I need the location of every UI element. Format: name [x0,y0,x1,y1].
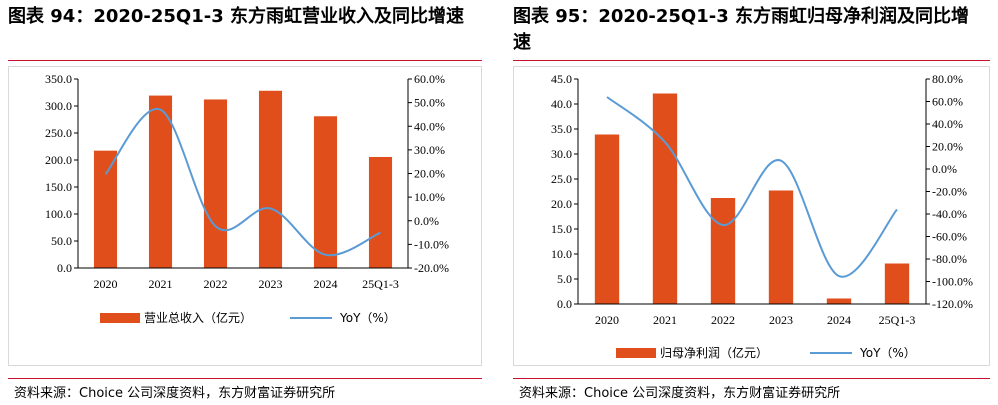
bar [652,93,678,304]
right-axis-tick-label: 30.0% [414,143,445,157]
left-axis-tick-label: 0.0 [557,297,572,311]
right-axis-tick-label: -100.0% [932,275,973,289]
chart-frame [8,66,482,366]
right-axis-tick-label: -20.0% [414,261,449,275]
x-axis-tick-label: 2024 [314,277,338,291]
right-axis-tick-label: 0.0% [414,214,439,228]
left-axis-tick-label: 15.0 [551,222,572,236]
right-axis-tick-label: 50.0% [414,96,445,110]
left-axis-tick-label: 350.0 [45,72,72,86]
right-chart-panel: 图表 95：2020-25Q1-3 东方雨虹归母净利润及同比增速 0.0 5.0 1… [505,0,998,405]
x-axis-tick-label: 2024 [827,313,851,327]
source-divider [8,378,482,379]
right-axis-tick-label: -40.0% [932,207,967,221]
title-divider [513,60,990,61]
right-axis-tick-label: -10.0% [414,237,449,251]
right-axis-tick-label: 20.0% [414,167,445,181]
x-axis-tick-label: 2021 [653,313,677,327]
right-axis-tick-label: 60.0% [414,72,445,86]
legend-bar-label: 营业总收入（亿元） [144,310,252,325]
right-axis-tick-label: 10.0% [414,190,445,204]
right-axis-tick-label: 0.0% [932,162,957,176]
legend-bar-label: 归母净利润（亿元） [660,345,768,360]
left-chart-panel: 图表 94：2020-25Q1-3 东方雨虹营业收入及同比增速 0.0 50.0 1… [0,0,490,405]
legend-bar-swatch [100,313,140,323]
bar [258,90,283,268]
right-axis-tick-label: -120.0% [932,297,973,311]
right-axis-tick-label: -80.0% [932,252,967,266]
left-axis-tick-label: 45.0 [551,72,572,86]
right-axis-tick-label: 40.0% [932,117,963,131]
right-axis-tick-label: -20.0% [932,185,967,199]
yoy-line [104,108,381,257]
chart-title: 图表 94：2020-25Q1-3 东方雨虹营业收入及同比增速 [8,6,465,27]
bar [710,198,736,304]
left-axis-tick-label: 100.0 [45,207,72,221]
bar [768,190,794,304]
chart-title: 图表 95：2020-25Q1-3 东方雨虹归母净利润及同比增速 [513,6,970,53]
bar [148,95,173,268]
legend-line-label: YoY（%） [859,346,916,360]
x-axis-tick-label: 2020 [595,313,619,327]
right-axis-tick-label: -60.0% [932,230,967,244]
x-axis-tick-label: 2023 [769,313,793,327]
left-axis-tick-label: 250.0 [45,126,72,140]
right-axis-tick-label: 40.0% [414,119,445,133]
bar [826,298,852,304]
bar [93,150,118,268]
yoy-line [606,96,898,278]
bar [594,134,620,304]
x-axis-tick-label: 2023 [259,277,283,291]
left-axis-tick-label: 150.0 [45,180,72,194]
left-axis-tick-label: 0.0 [57,261,72,275]
left-axis-tick-label: 200.0 [45,153,72,167]
left-axis-tick-label: 25.0 [551,172,572,186]
chart-source: 资料来源：Choice 公司深度资料，东方财富证券研究所 [519,386,841,401]
right-axis-tick-label: 60.0% [932,95,963,109]
title-divider [8,60,482,61]
left-axis-tick-label: 50.0 [51,234,72,248]
revenue-chart: 0.0 50.0 100.0 150.0 200.0 250.0 300.0 350.0 -20… [45,72,449,325]
source-divider [513,378,990,379]
net-profit-chart: 0.0 5.0 10.0 15.0 20.0 25.0 30.0 35.0 40.0 45.0 -1… [551,72,973,360]
x-axis-tick-label: 25Q1-3 [879,313,916,327]
bar [368,156,393,268]
chart-source: 资料来源：Choice 公司深度资料，东方财富证券研究所 [14,386,336,401]
x-axis-tick-label: 2021 [149,277,173,291]
x-axis-tick-label: 2022 [711,313,735,327]
bar [884,263,910,304]
bar [203,99,228,268]
x-axis-tick-label: 2020 [94,277,118,291]
right-axis-tick-label: 80.0% [932,72,963,86]
left-axis-tick-label: 300.0 [45,99,72,113]
left-axis-tick-label: 30.0 [551,147,572,161]
legend-bar-swatch [616,348,656,358]
chart-frame [513,66,990,366]
left-axis-tick-label: 35.0 [551,122,572,136]
x-axis-tick-label: 2022 [204,277,228,291]
bar [313,116,338,268]
left-axis-tick-label: 10.0 [551,247,572,261]
left-axis-tick-label: 40.0 [551,97,572,111]
left-axis-tick-label: 20.0 [551,197,572,211]
x-axis-tick-label: 25Q1-3 [362,277,399,291]
right-axis-tick-label: 20.0% [932,140,963,154]
legend-line-label: YoY（%） [339,311,396,325]
left-axis-tick-label: 5.0 [557,272,572,286]
